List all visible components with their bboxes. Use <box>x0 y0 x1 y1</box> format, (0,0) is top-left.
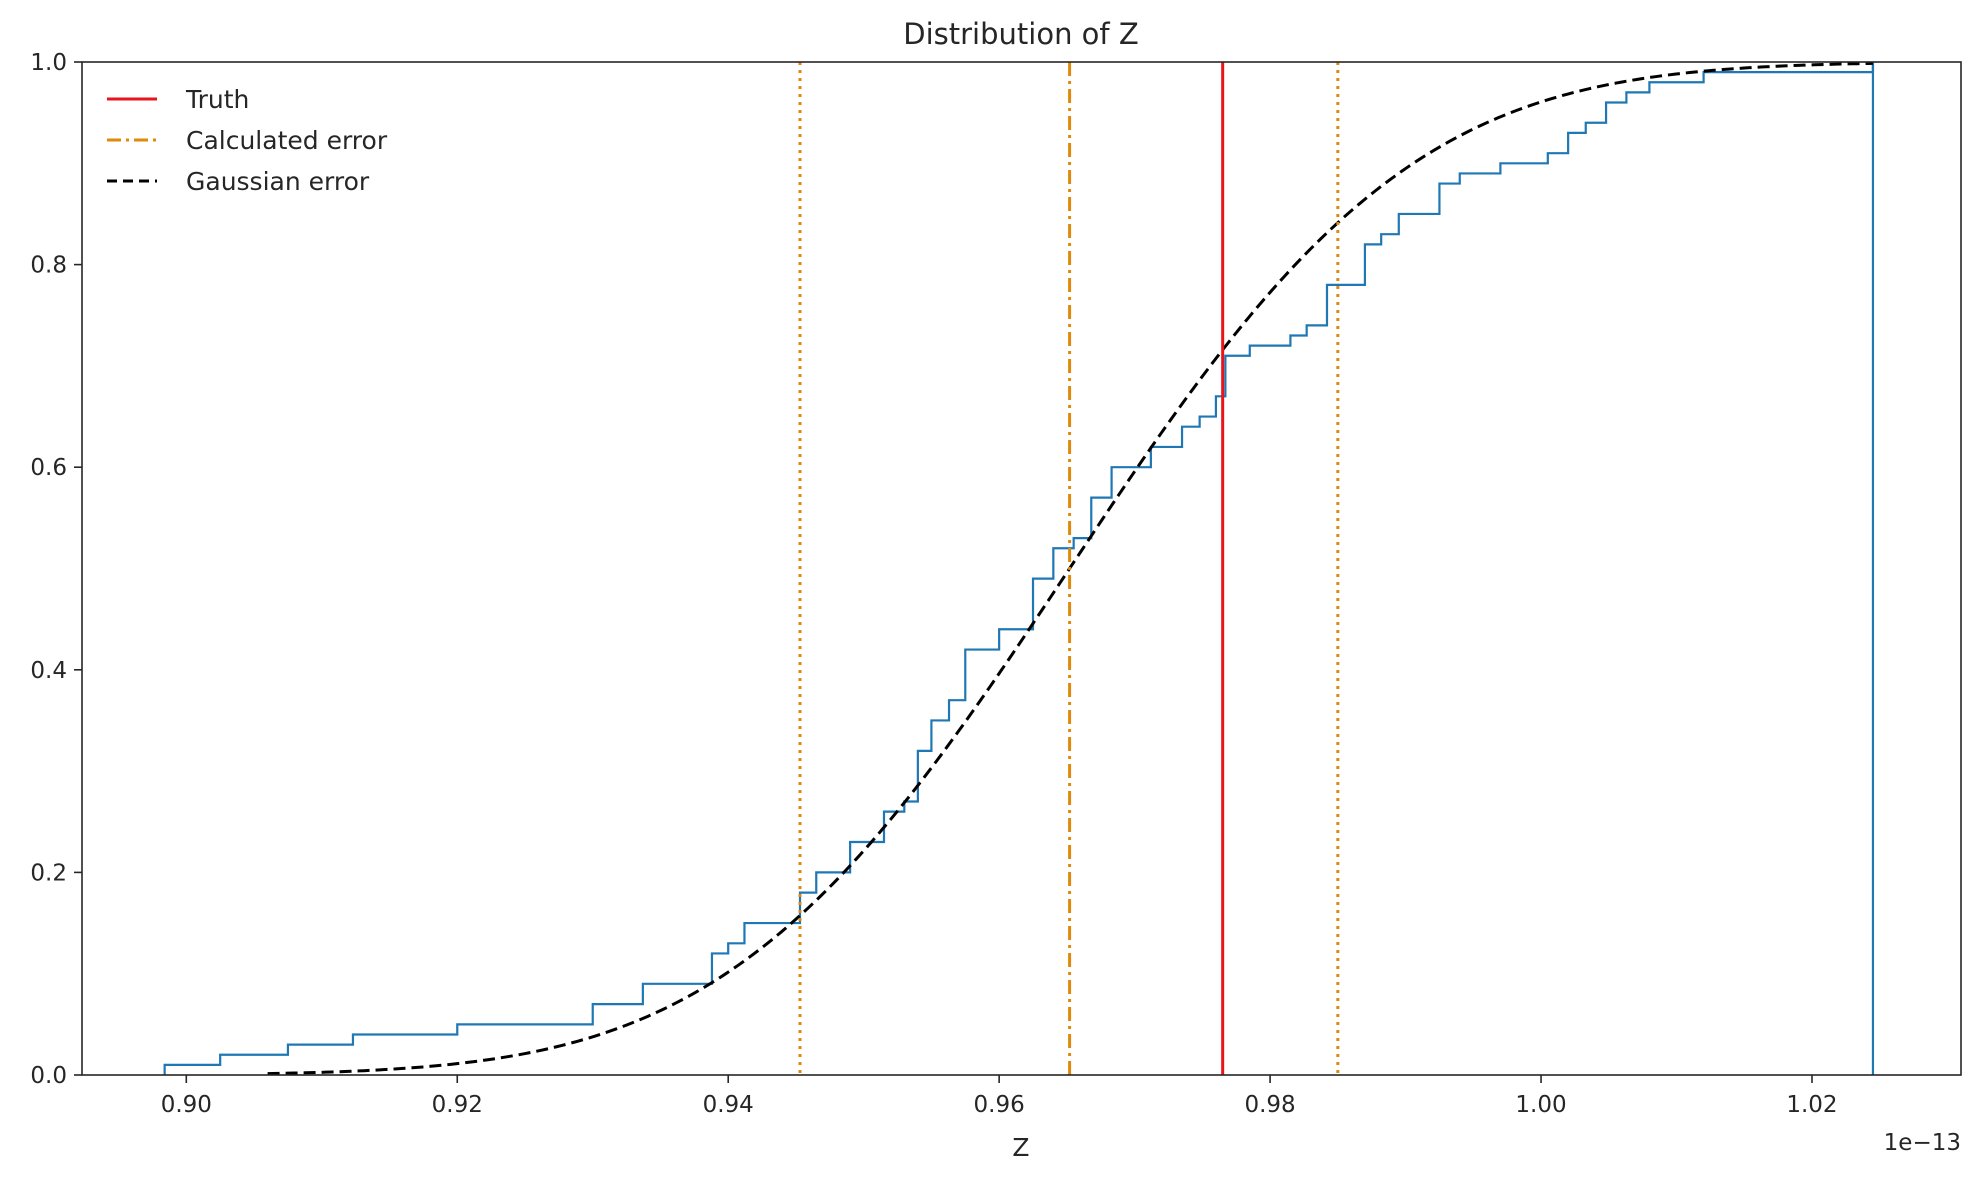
x-axis-label: Z <box>1012 1133 1029 1162</box>
x-tick-label: 0.90 <box>161 1092 212 1118</box>
chart-title: Distribution of Z <box>903 17 1138 51</box>
y-tick-label: 0.6 <box>30 455 67 481</box>
plot-area <box>81 61 1962 1076</box>
x-axis-offset-label: 1e−13 <box>1884 1130 1961 1156</box>
y-tick-label: 0.4 <box>30 658 67 684</box>
y-tick-label: 0.8 <box>30 253 67 279</box>
x-tick-label: 0.98 <box>1244 1092 1295 1118</box>
legend-label: Truth <box>185 85 249 114</box>
ecdf-step-line <box>163 62 1875 1075</box>
x-tick-label: 0.92 <box>432 1092 483 1118</box>
x-tick-label: 0.94 <box>703 1092 754 1118</box>
y-tick-label: 0.2 <box>30 860 67 886</box>
x-tick-label: 1.00 <box>1515 1092 1566 1118</box>
y-tick-label: 0.0 <box>30 1063 67 1089</box>
x-tick-label: 0.96 <box>974 1092 1025 1118</box>
x-tick-label: 1.02 <box>1786 1092 1837 1118</box>
y-tick-label: 1.0 <box>30 50 67 76</box>
legend: Truth Calculated error Gaussian error <box>107 85 388 196</box>
legend-label: Gaussian error <box>186 167 370 196</box>
legend-label: Calculated error <box>186 126 388 155</box>
